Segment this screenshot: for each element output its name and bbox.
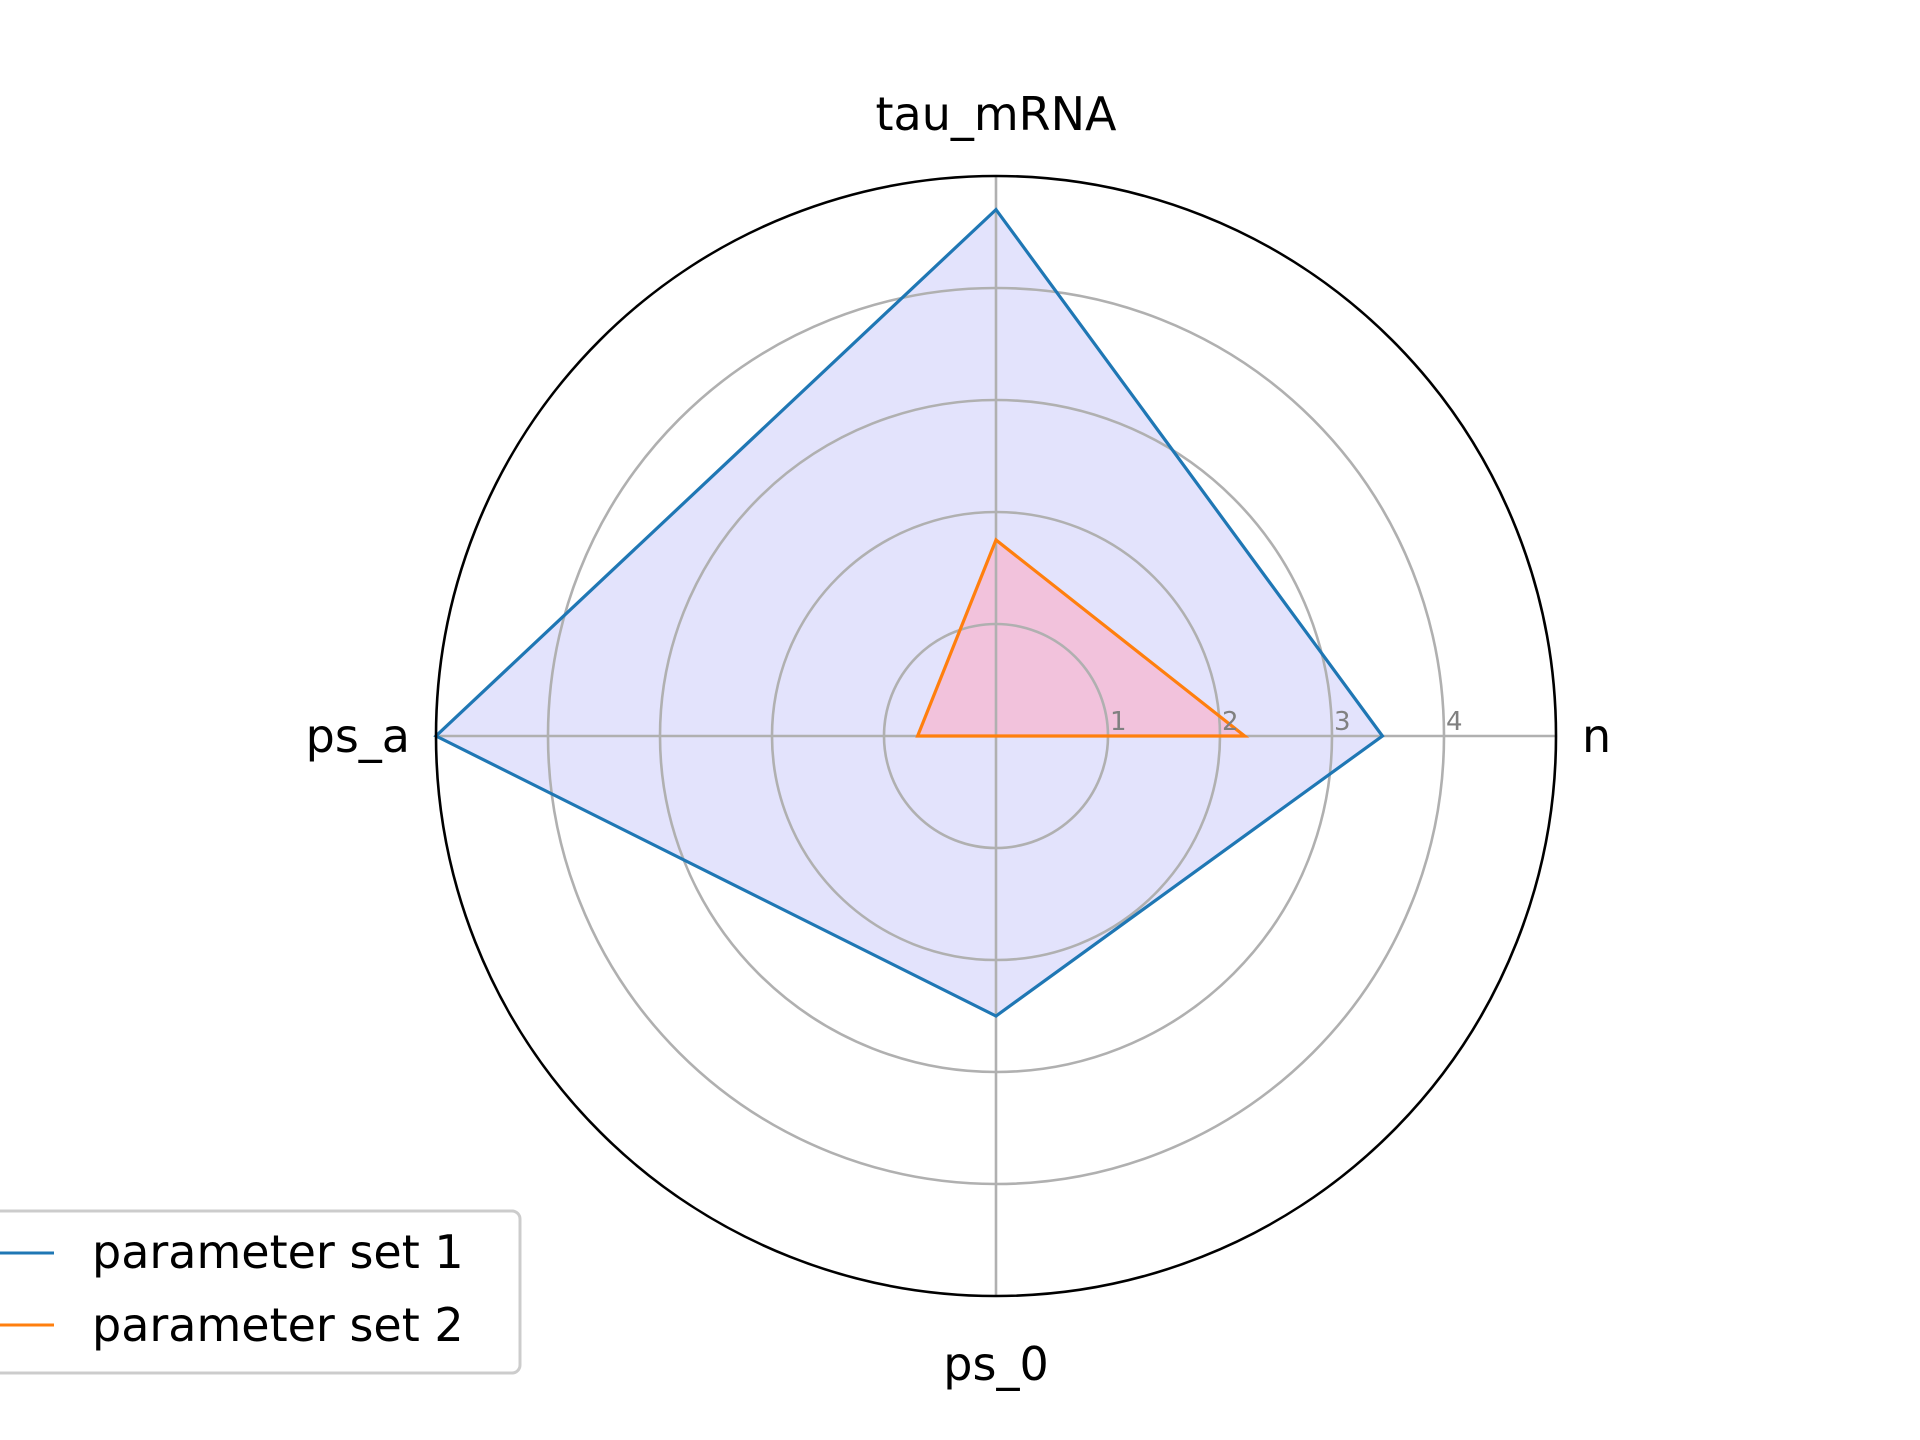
series-line-parameter-set-2 xyxy=(915,537,1250,738)
legend-label-parameter-set-1: parameter set 1 xyxy=(92,1225,464,1279)
polar-frame xyxy=(434,174,1558,1298)
axis-labels: n tau_mRNA ps_a ps_0 xyxy=(306,87,1612,1391)
series-fills xyxy=(436,209,1383,1017)
tick-label-3: 3 xyxy=(1334,707,1351,737)
legend-box xyxy=(0,1209,522,1375)
tick-label-2: 2 xyxy=(1222,707,1239,737)
axis-label-ps-0: ps_0 xyxy=(943,1337,1048,1391)
outer-frame xyxy=(434,174,1558,1298)
legend-label-parameter-set-2: parameter set 2 xyxy=(92,1298,464,1352)
axis-label-ps-a: ps_a xyxy=(306,709,410,763)
series-fill-parameter-set-2 xyxy=(917,540,1245,736)
axis-label-n: n xyxy=(1582,709,1611,763)
axis-label-tau-mrna: tau_mRNA xyxy=(875,87,1117,141)
tick-label-4: 4 xyxy=(1446,707,1463,737)
radial-tick-labels: 1 2 3 4 xyxy=(1110,707,1463,737)
series-fill-parameter-set-1 xyxy=(436,209,1383,1017)
legend: parameter set 1 parameter set 2 xyxy=(0,1209,522,1375)
tick-label-1: 1 xyxy=(1110,707,1127,737)
